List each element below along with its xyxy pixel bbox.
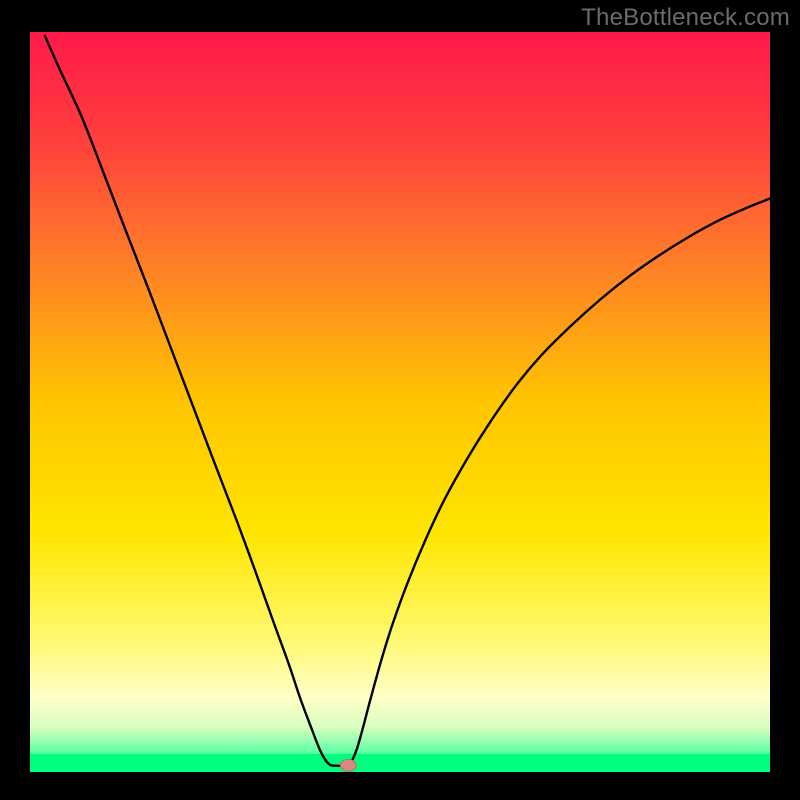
watermark-text: TheBottleneck.com: [581, 4, 790, 32]
border-left: [0, 0, 30, 800]
chart-background: [30, 32, 770, 772]
optimal-point-marker: [340, 759, 356, 771]
bottleneck-chart: [0, 0, 800, 800]
border-bottom: [0, 772, 800, 800]
chart-bottom-band: [30, 754, 770, 772]
border-right: [770, 0, 800, 800]
